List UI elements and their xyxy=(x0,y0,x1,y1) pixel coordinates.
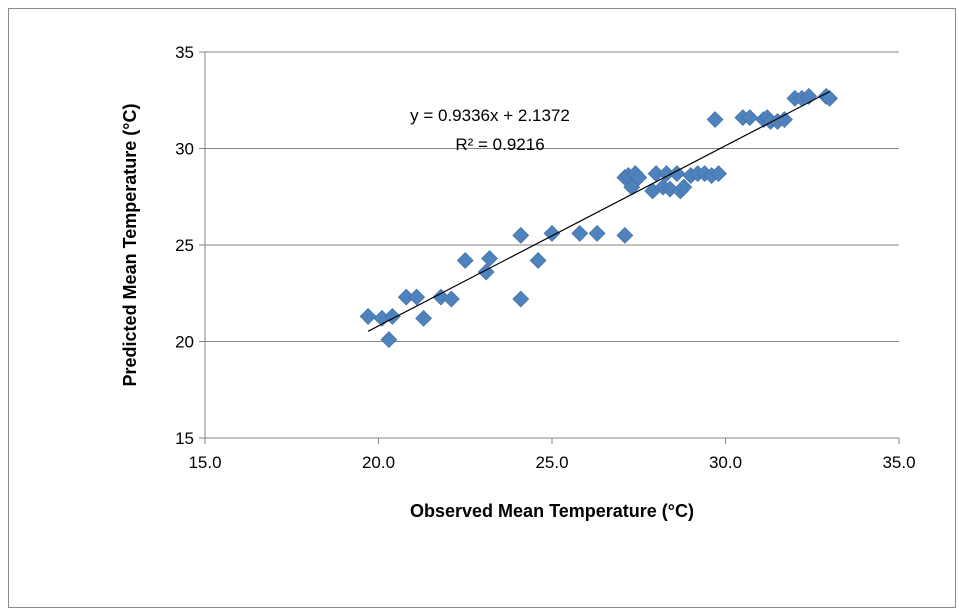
data-point xyxy=(442,290,460,308)
data-point xyxy=(675,178,693,196)
x-tick-label: 25.0 xyxy=(535,453,568,472)
data-point xyxy=(630,169,648,186)
x-tick-label: 30.0 xyxy=(709,453,742,472)
trendline-equation: y = 0.9336x + 2.1372 xyxy=(410,106,570,125)
y-tick-label: 25 xyxy=(175,236,194,255)
data-point xyxy=(588,224,606,242)
x-tick-label: 15.0 xyxy=(188,453,221,472)
data-point xyxy=(661,180,679,198)
data-point xyxy=(616,226,634,244)
data-point xyxy=(776,111,793,128)
data-point xyxy=(415,309,433,327)
data-point xyxy=(432,288,450,306)
y-axis-title: Predicted Mean Temperature (°C) xyxy=(120,104,140,387)
data-point xyxy=(477,263,495,281)
y-tick-label: 20 xyxy=(175,333,194,352)
y-tick-label: 15 xyxy=(175,429,194,448)
data-point xyxy=(529,252,547,269)
data-point xyxy=(380,331,398,348)
y-tick-label: 30 xyxy=(175,140,194,159)
x-tick-label: 20.0 xyxy=(362,453,395,472)
data-point xyxy=(456,252,474,269)
data-point xyxy=(710,165,727,183)
data-point xyxy=(623,178,641,196)
data-point xyxy=(359,307,377,325)
tick-labels: 15 20 25 30 35 15.0 20.0 25.0 30.0 35.0 xyxy=(175,43,915,472)
data-point xyxy=(512,226,530,244)
data-point xyxy=(741,109,759,127)
y-tick-label: 35 xyxy=(175,43,194,62)
x-axis-title: Observed Mean Temperature (°C) xyxy=(410,501,694,521)
data-point xyxy=(706,111,724,128)
data-point xyxy=(668,165,686,183)
data-point xyxy=(512,290,530,308)
trendline xyxy=(367,91,830,332)
trendline-group xyxy=(367,91,830,332)
x-tick-label: 35.0 xyxy=(882,453,915,472)
data-point xyxy=(408,288,426,306)
data-point xyxy=(481,250,498,267)
r-squared-label: R² = 0.9216 xyxy=(455,135,544,154)
data-point xyxy=(571,224,589,242)
data-points xyxy=(359,87,839,348)
gridlines xyxy=(205,51,899,342)
axes xyxy=(199,51,900,444)
